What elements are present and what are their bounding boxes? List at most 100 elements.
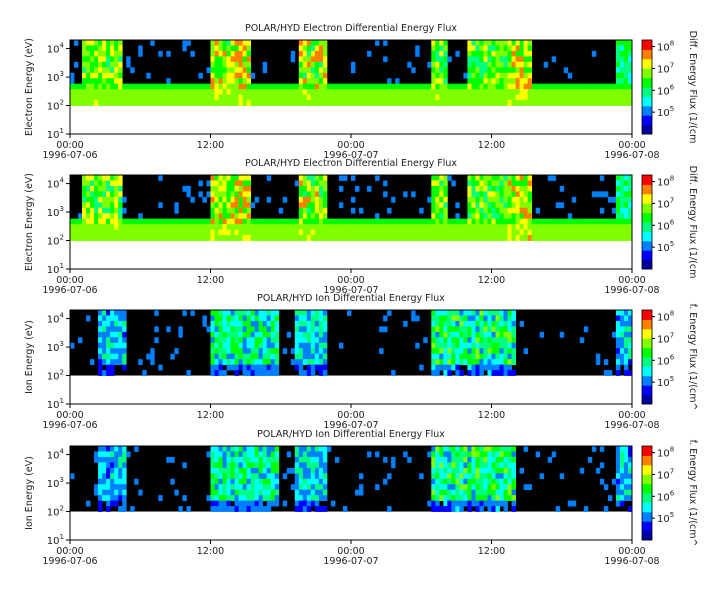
flux-cell: [258, 229, 264, 236]
flux-cell: [527, 207, 533, 214]
flux-cell: [314, 315, 320, 322]
flux-cell: [359, 100, 364, 106]
flux-cell: [314, 467, 320, 474]
flux-cell: [487, 83, 492, 90]
flux-cell: [359, 89, 364, 95]
flux-cell: [603, 218, 609, 225]
flux-cell: [306, 72, 312, 79]
flux-cell: [210, 320, 215, 327]
flux-cell: [543, 61, 549, 68]
flux-cell: [294, 462, 300, 469]
flux-cell: [483, 89, 488, 95]
flux-cell: [411, 229, 416, 236]
flux-cell: [567, 213, 573, 220]
flux-cell: [495, 207, 500, 214]
colorbar-segment: [642, 89, 652, 93]
flux-cell: [106, 348, 111, 355]
flux-cell: [479, 331, 484, 338]
flux-cell: [182, 185, 187, 192]
flux-cell: [118, 78, 123, 85]
flux-cell: [182, 45, 187, 52]
flux-cell: [302, 229, 308, 236]
flux-cell: [98, 462, 103, 469]
x-tick-label: 00:00: [618, 140, 645, 151]
flux-cell: [627, 218, 633, 225]
flux-cell: [266, 326, 272, 333]
flux-cell: [238, 446, 244, 452]
flux-cell: [623, 456, 629, 463]
flux-cell: [623, 467, 629, 474]
flux-cell: [451, 83, 456, 90]
flux-cell: [455, 489, 460, 496]
flux-cell: [615, 207, 621, 214]
flux-cell: [262, 235, 268, 241]
flux-cell: [106, 40, 111, 46]
flux-cell: [483, 495, 488, 501]
flux-cell: [218, 235, 223, 241]
flux-cell: [218, 353, 223, 360]
flux-cell: [435, 196, 440, 203]
flux-cell: [543, 83, 549, 90]
flux-cell: [627, 191, 633, 198]
flux-cell: [178, 326, 183, 333]
flux-cell: [435, 202, 440, 209]
flux-cell: [531, 224, 537, 230]
flux-cell: [218, 489, 223, 496]
flux-cell: [499, 320, 504, 327]
flux-cell: [363, 94, 368, 101]
colorbar-segment: [642, 476, 652, 480]
flux-cell: [206, 326, 211, 333]
flux-cell: [439, 61, 444, 68]
flux-cell: [218, 229, 223, 236]
flux-cell: [455, 456, 460, 463]
flux-cell: [262, 456, 268, 463]
flux-cell: [314, 218, 320, 225]
flux-cell: [98, 473, 103, 480]
x-tick-label: 00:00: [56, 546, 83, 557]
flux-cell: [607, 83, 613, 90]
colorbar-segment: [642, 516, 652, 520]
flux-cell: [278, 100, 284, 106]
flux-cell: [258, 326, 264, 333]
flux-cell: [603, 229, 609, 236]
flux-cell: [222, 337, 227, 344]
flux-cell: [302, 218, 308, 225]
flux-cell: [122, 489, 127, 496]
flux-cell: [166, 50, 171, 57]
colorbar-segment: [642, 462, 652, 466]
flux-cell: [439, 364, 444, 371]
flux-cell: [238, 175, 244, 181]
flux-cell: [499, 315, 504, 322]
colorbar-segment: [642, 259, 652, 263]
flux-cell: [98, 320, 103, 327]
flux-cell: [226, 320, 231, 327]
flux-cell: [623, 235, 629, 241]
flux-cell: [262, 446, 268, 452]
flux-cell: [627, 310, 633, 316]
flux-cell: [519, 72, 525, 79]
flux-cell: [222, 229, 227, 236]
flux-cell: [306, 495, 312, 501]
flux-cell: [407, 89, 412, 95]
flux-cell: [98, 72, 103, 79]
flux-cell: [495, 202, 500, 209]
flux-cell: [431, 191, 436, 198]
flux-cell: [158, 50, 163, 57]
flux-cell: [487, 467, 492, 474]
flux-cell: [595, 83, 601, 90]
flux-cell: [375, 451, 380, 458]
flux-cell: [543, 94, 549, 101]
flux-cell: [238, 89, 244, 95]
flux-cell: [435, 235, 440, 241]
flux-cell: [302, 207, 308, 214]
flux-cell: [627, 495, 633, 501]
flux-cell: [110, 326, 115, 333]
colorbar-segment: [642, 514, 652, 517]
flux-cell: [262, 451, 268, 458]
flux-cell: [242, 495, 248, 501]
flux-cell: [258, 89, 264, 95]
flux-cell: [587, 100, 593, 106]
flux-cell: [78, 89, 83, 95]
flux-cell: [70, 83, 75, 90]
flux-cell: [471, 331, 476, 338]
